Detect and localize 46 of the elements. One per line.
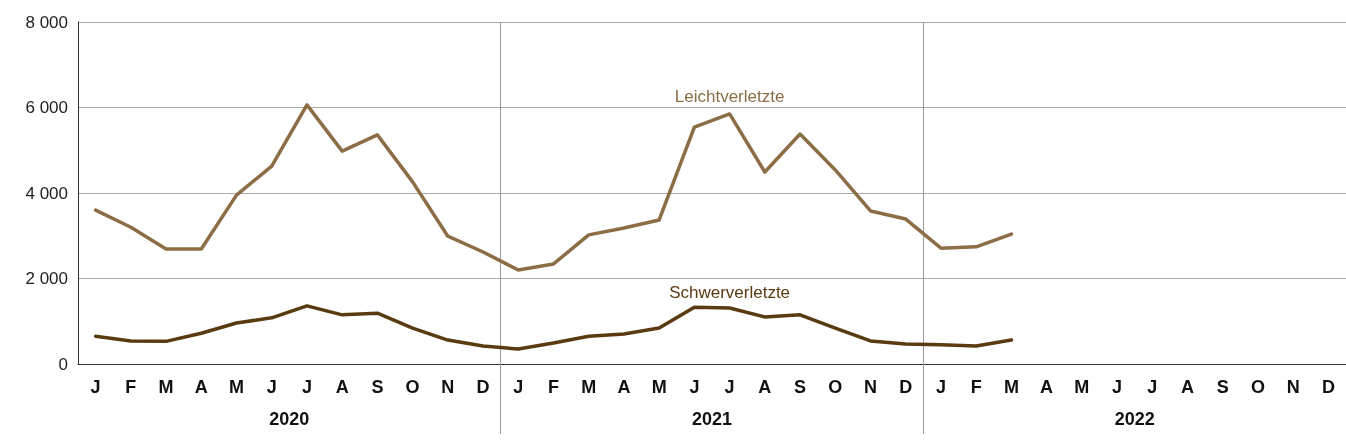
x-tick-label: A <box>617 377 631 397</box>
x-tick-label: A <box>335 377 349 397</box>
x-tick-label: A <box>1181 377 1194 397</box>
x-tick-label: M <box>1003 377 1019 397</box>
x-tick-label: J <box>724 377 735 397</box>
x-tick-label: O <box>405 377 420 397</box>
text: 2021 <box>691 409 733 429</box>
x-tick-label: J <box>935 377 946 397</box>
y-tick-label: 6 000 <box>25 98 68 117</box>
series-label: Schwerverletzte <box>669 282 791 302</box>
x-tick-label: J <box>266 377 277 397</box>
x-tick-label: N <box>864 377 877 397</box>
x-tick-label: D <box>476 377 490 397</box>
y-tick-label: 8 000 <box>25 12 68 32</box>
y-tick-label: 4 000 <box>25 183 68 203</box>
series-label: Leichtverletzte <box>674 87 785 106</box>
x-tick-label: M <box>651 377 667 397</box>
x-tick-label: J <box>301 377 312 397</box>
x-tick-label: F <box>548 377 559 397</box>
x-tick-label: M <box>581 377 597 397</box>
y-tick-label: 0 <box>58 354 68 374</box>
text: 2022 <box>1114 409 1155 429</box>
x-tick-label: J <box>689 377 700 397</box>
x-tick-label: O <box>1250 377 1265 397</box>
y-tick-label: 2 000 <box>25 269 68 288</box>
x-tick-label: A <box>194 377 208 397</box>
x-tick-label: A <box>1040 377 1054 397</box>
x-tick-label: M <box>1074 377 1090 397</box>
x-tick-label: J <box>1112 377 1123 397</box>
x-tick-label: S <box>1216 377 1229 397</box>
x-tick-label: S <box>794 377 807 397</box>
x-tick-label: A <box>758 377 772 397</box>
x-tick-label: J <box>513 377 524 397</box>
x-tick-label: J <box>1147 377 1158 397</box>
x-tick-label: M <box>229 377 244 397</box>
x-tick-label: M <box>158 377 174 397</box>
text: 2020 <box>269 409 310 429</box>
x-tick-label: N <box>1286 377 1300 397</box>
x-tick-label: F <box>970 377 982 397</box>
x-tick-label: O <box>828 377 843 397</box>
x-tick-label: N <box>441 377 455 397</box>
x-tick-label: D <box>1321 377 1335 397</box>
x-tick-label: S <box>371 377 384 397</box>
x-tick-label: D <box>899 377 913 397</box>
x-tick-label: F <box>125 377 137 397</box>
x-tick-label: J <box>90 377 101 397</box>
